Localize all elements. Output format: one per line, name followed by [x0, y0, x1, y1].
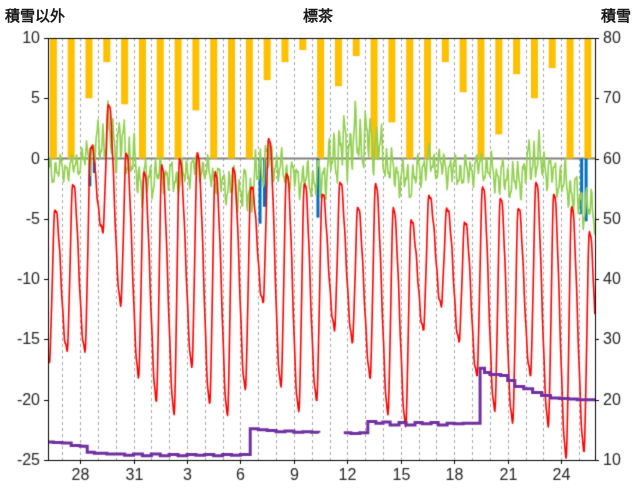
- chart-title: 標茶: [302, 8, 333, 25]
- left-axis-title: 積雪以外: [5, 8, 66, 25]
- right-axis-title: 積雪: [600, 8, 631, 25]
